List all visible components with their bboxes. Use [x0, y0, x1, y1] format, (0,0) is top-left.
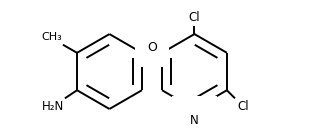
Text: H₂N: H₂N [42, 100, 64, 113]
Text: N: N [190, 114, 199, 127]
Text: Cl: Cl [237, 100, 249, 113]
Text: Cl: Cl [189, 11, 200, 24]
Text: CH₃: CH₃ [41, 32, 62, 42]
Text: O: O [147, 41, 157, 54]
